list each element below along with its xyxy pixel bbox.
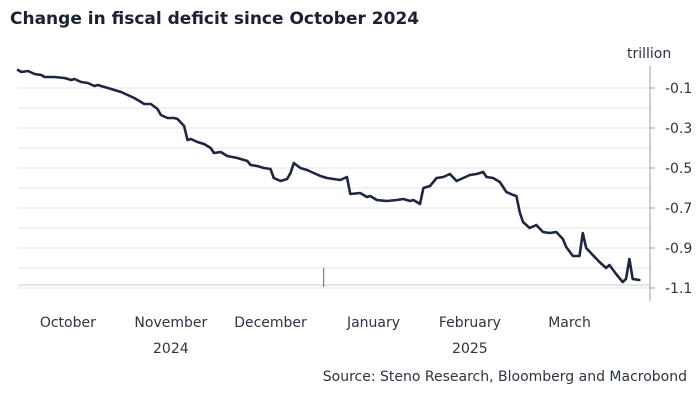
y-tick-label: -0.9 bbox=[665, 241, 692, 257]
x-tick-label-month: October bbox=[40, 315, 96, 331]
chart-title: Change in fiscal deficit since October 2… bbox=[10, 9, 420, 29]
gridlines bbox=[18, 87, 650, 289]
x-tick-labels: October November 2024 December January Februa… bbox=[40, 315, 591, 357]
x-tick-label-month: February bbox=[439, 315, 501, 331]
axes bbox=[18, 66, 655, 301]
series-layer bbox=[16, 68, 641, 284]
y-tick-labels: -0.1 -0.3 -0.5 -0.7 -0.9 -1.1 bbox=[665, 81, 692, 297]
x-tick-label-month: March bbox=[548, 315, 591, 331]
series-line bbox=[16, 68, 641, 284]
x-tick-label-month: November bbox=[134, 315, 207, 331]
y-tick-label: -0.1 bbox=[665, 81, 692, 97]
y-tick-label: -0.5 bbox=[665, 161, 692, 177]
x-tick-label-month: December bbox=[234, 315, 307, 331]
chart-source: Source: Steno Research, Bloomberg and Ma… bbox=[322, 369, 687, 385]
x-tick-label-year: 2024 bbox=[153, 341, 189, 357]
y-axis-unit-label: trillion bbox=[627, 46, 671, 62]
y-tick-label: -1.1 bbox=[665, 281, 692, 297]
y-tick-label: -0.3 bbox=[665, 121, 692, 137]
x-tick-label-month: January bbox=[346, 315, 400, 331]
y-tick-label: -0.7 bbox=[665, 201, 692, 217]
x-tick-label-year: 2025 bbox=[452, 341, 488, 357]
